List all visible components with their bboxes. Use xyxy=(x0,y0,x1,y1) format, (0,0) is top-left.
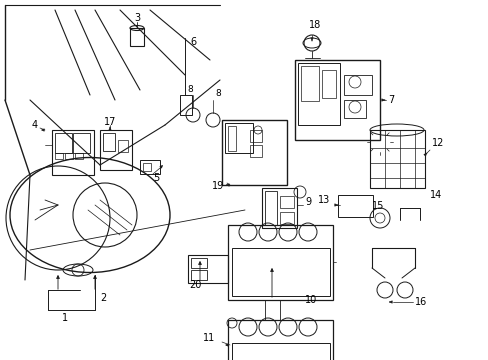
Text: 14: 14 xyxy=(429,190,441,200)
Bar xyxy=(249,130,262,142)
Text: 6: 6 xyxy=(189,37,196,47)
Bar xyxy=(52,130,94,175)
Bar xyxy=(343,75,371,95)
Bar xyxy=(294,60,379,140)
Bar xyxy=(264,191,276,225)
Bar xyxy=(227,126,236,151)
Bar xyxy=(249,145,262,157)
Bar xyxy=(297,63,339,125)
Text: 18: 18 xyxy=(308,20,321,30)
Bar xyxy=(343,100,365,118)
Bar xyxy=(222,120,286,185)
Bar xyxy=(55,133,72,153)
Bar xyxy=(262,188,296,228)
Bar xyxy=(130,28,143,46)
Bar xyxy=(224,123,252,153)
Text: 7: 7 xyxy=(387,95,393,105)
Text: 13: 13 xyxy=(317,195,329,205)
Text: 15: 15 xyxy=(371,201,384,211)
Text: 2: 2 xyxy=(100,293,106,303)
Text: 5: 5 xyxy=(153,173,159,183)
Text: 17: 17 xyxy=(103,117,116,127)
Bar xyxy=(191,258,206,268)
Bar xyxy=(140,160,160,174)
Text: 8: 8 xyxy=(187,85,192,94)
Text: 10: 10 xyxy=(305,295,317,305)
Bar xyxy=(55,153,63,159)
Bar xyxy=(231,343,329,360)
Bar xyxy=(337,195,372,217)
Text: 3: 3 xyxy=(134,13,140,23)
Bar xyxy=(180,95,192,115)
Text: 4: 4 xyxy=(32,120,38,130)
Text: 12: 12 xyxy=(431,138,444,148)
Bar xyxy=(231,248,329,296)
Bar xyxy=(301,66,318,101)
Text: 11: 11 xyxy=(203,333,215,343)
Bar xyxy=(142,163,151,171)
Bar xyxy=(227,225,332,300)
Text: 8: 8 xyxy=(215,90,221,99)
Text: 19: 19 xyxy=(211,181,224,191)
Text: 20: 20 xyxy=(188,280,201,290)
Bar xyxy=(280,196,293,208)
Bar xyxy=(73,133,90,153)
Bar xyxy=(191,270,206,280)
Bar xyxy=(369,130,424,188)
Bar xyxy=(187,255,227,283)
Text: 1: 1 xyxy=(62,313,68,323)
Bar xyxy=(100,130,132,170)
Bar xyxy=(227,320,332,360)
Bar xyxy=(280,212,293,224)
Bar xyxy=(103,133,115,151)
Bar xyxy=(321,70,335,98)
Bar xyxy=(118,140,128,152)
Text: 16: 16 xyxy=(414,297,427,307)
Bar xyxy=(65,153,73,159)
Text: 9: 9 xyxy=(305,197,310,207)
Bar xyxy=(75,153,83,159)
